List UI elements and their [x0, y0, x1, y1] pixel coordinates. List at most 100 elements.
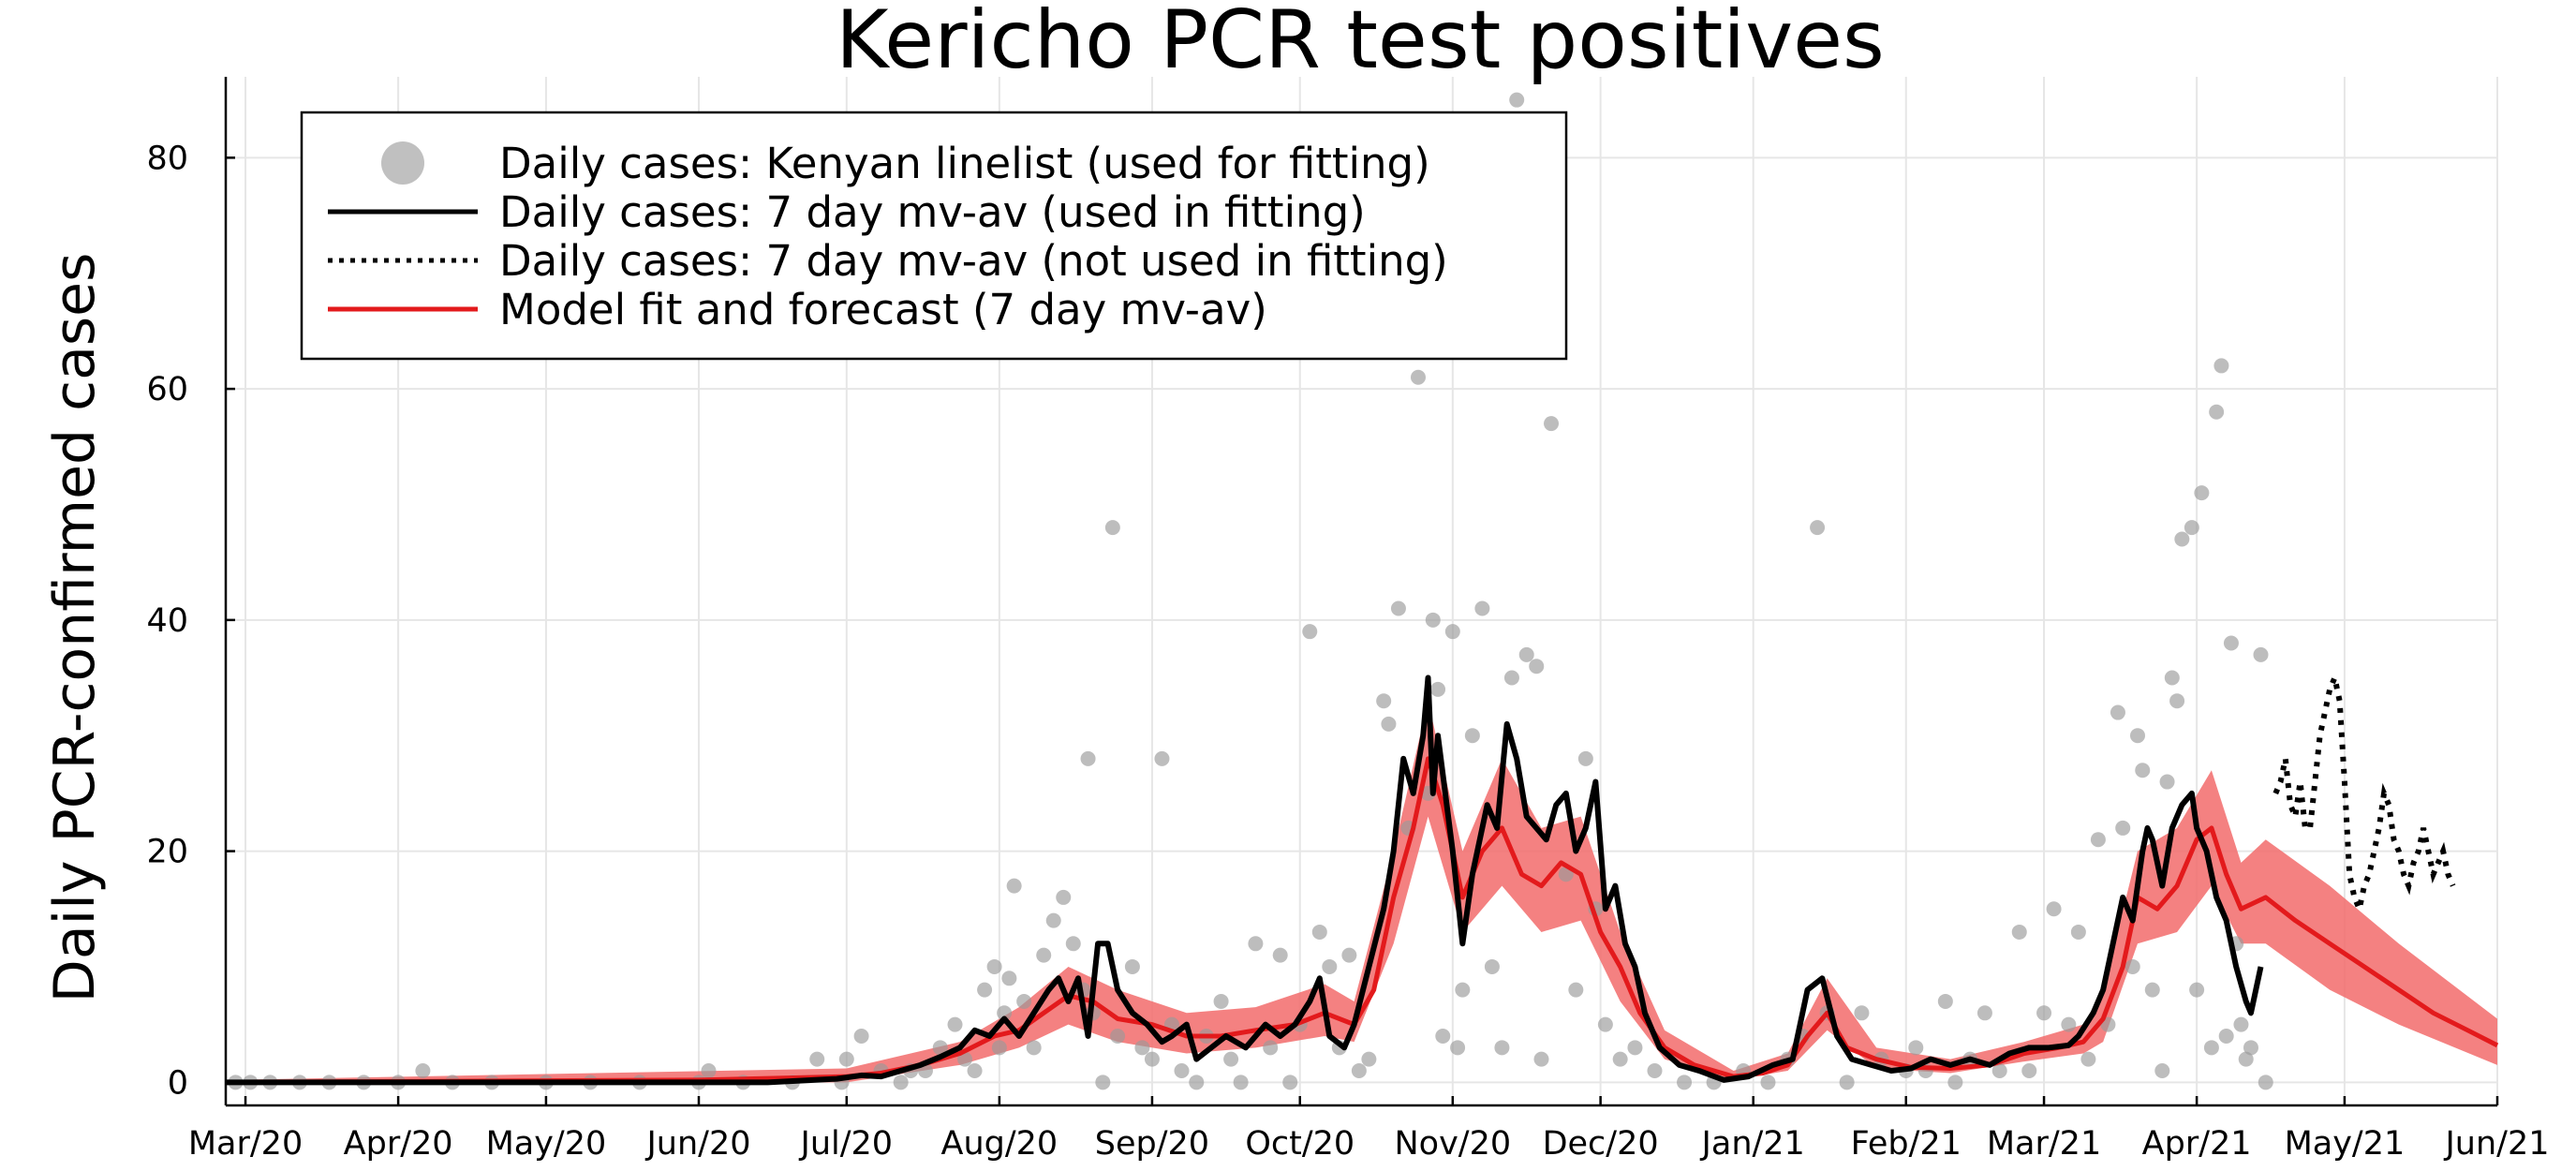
daily-case-point	[2243, 1040, 2258, 1056]
mvav-used-line	[226, 674, 2264, 1086]
daily-case-point	[1341, 947, 1357, 963]
daily-case-point	[1509, 92, 1525, 108]
daily-case-point	[1425, 612, 1441, 628]
daily-case-point	[2164, 670, 2180, 686]
daily-case-point	[977, 982, 993, 998]
daily-case-point	[947, 1016, 963, 1032]
daily-case-point	[2080, 1051, 2096, 1067]
daily-case-point	[1174, 1062, 1190, 1078]
daily-case-point	[2110, 704, 2125, 720]
daily-case-point	[1410, 369, 1426, 385]
daily-case-point	[2233, 1016, 2249, 1032]
x-tick-label: Aug/20	[941, 1125, 1059, 1163]
x-tick-label: Apr/21	[2142, 1125, 2252, 1163]
daily-case-point	[1677, 1075, 1693, 1090]
daily-case-point	[1223, 1051, 1239, 1067]
daily-case-point	[1839, 1075, 1855, 1090]
daily-case-point	[1577, 750, 1593, 766]
daily-case-point	[1213, 993, 1229, 1009]
daily-case-point	[1947, 1075, 1963, 1090]
daily-case-point	[1036, 947, 1052, 963]
x-tick-label: Jul/20	[799, 1125, 894, 1163]
daily-case-point	[986, 958, 1002, 974]
y-tick-label: 80	[146, 140, 188, 177]
axes	[224, 77, 2497, 1107]
daily-case-point	[2011, 924, 2027, 940]
daily-case-point	[2115, 820, 2131, 836]
daily-case-point	[1597, 1016, 1613, 1032]
series-lines	[225, 668, 2499, 1086]
daily-case-point	[957, 1051, 973, 1067]
daily-case-point	[932, 1040, 948, 1056]
daily-case-point	[1390, 600, 1406, 616]
daily-case-point	[1455, 982, 1471, 998]
daily-case-point	[1464, 728, 1480, 744]
daily-case-point	[1134, 1040, 1150, 1056]
daily-case-point	[1016, 993, 1032, 1009]
daily-case-point	[2159, 774, 2175, 790]
daily-case-point	[991, 1040, 1007, 1056]
daily-case-point	[2184, 520, 2199, 536]
x-tick-label: Mar/21	[1987, 1125, 2101, 1163]
daily-case-point	[1080, 750, 1096, 766]
daily-case-point	[2194, 485, 2210, 501]
daily-case-point	[1494, 1040, 1510, 1056]
daily-case-point	[2124, 958, 2140, 974]
daily-case-point	[2258, 1075, 2273, 1090]
model-band-area	[226, 701, 2497, 1085]
daily-case-point	[1302, 624, 1318, 640]
daily-case-point	[2021, 1062, 2037, 1078]
daily-case-point	[2213, 358, 2229, 374]
x-tick-label: Nov/20	[1394, 1125, 1511, 1163]
x-tick-label: May/21	[2285, 1125, 2406, 1163]
daily-case-point	[1361, 1051, 1377, 1067]
legend-label-mvav-used: Daily cases: 7 day mv-av (used in fittin…	[499, 187, 1366, 237]
model-uncertainty-band	[226, 701, 2497, 1085]
daily-case-point	[2090, 832, 2106, 848]
x-tick-label: Feb/21	[1851, 1125, 1962, 1163]
daily-case-point	[1612, 1051, 1628, 1067]
daily-case-point	[1376, 693, 1392, 709]
daily-case-point	[1233, 1075, 1249, 1090]
x-tick-label: Sep/20	[1095, 1125, 1209, 1163]
daily-case-point	[2154, 1062, 2170, 1078]
daily-case-point	[1311, 924, 1327, 940]
daily-case-point	[1006, 878, 1022, 894]
daily-case-point	[1518, 646, 1534, 662]
daily-case-point	[2203, 1040, 2219, 1056]
daily-case-point	[809, 1051, 825, 1067]
daily-case-point	[1435, 1028, 1451, 1044]
daily-case-point	[1529, 659, 1545, 674]
daily-case-point	[967, 1062, 983, 1078]
daily-case-point	[2144, 982, 2160, 998]
x-tick-label: Jun/20	[644, 1125, 750, 1163]
daily-case-point	[1474, 600, 1490, 616]
daily-case-point	[2223, 635, 2239, 651]
daily-case-point	[838, 1051, 854, 1067]
daily-case-point	[701, 1062, 717, 1078]
daily-case-point	[1189, 1075, 1205, 1090]
daily-case-point	[1124, 958, 1140, 974]
daily-case-point	[1001, 971, 1017, 986]
daily-case-point	[1282, 1075, 1298, 1090]
daily-case-point	[1991, 1062, 2007, 1078]
daily-case-point	[1544, 416, 1560, 432]
daily-case-point	[1026, 1040, 1042, 1056]
daily-case-point	[2061, 1016, 2077, 1032]
x-tick-label: Jan/21	[1700, 1125, 1805, 1163]
legend-box	[300, 111, 1568, 361]
daily-case-point	[1558, 867, 1574, 882]
daily-case-point	[1430, 681, 1446, 697]
daily-case-point	[1263, 1040, 1279, 1056]
y-tick-label: 0	[168, 1064, 188, 1102]
daily-case-point	[2218, 1028, 2234, 1044]
daily-case-point	[1450, 1040, 1466, 1056]
daily-case-point	[2238, 1051, 2254, 1067]
daily-case-point	[1381, 716, 1397, 732]
daily-case-point	[1104, 520, 1120, 536]
x-axis-ticks: Mar/20 Apr/20 May/20 Jun/20 Jul/20 Aug/20 Sep/…	[188, 1096, 2550, 1163]
legend-label-mvav-unused: Daily cases: 7 day mv-av (not used in fi…	[499, 236, 1448, 286]
daily-case-point	[1484, 958, 1500, 974]
daily-case-point	[1854, 1005, 1870, 1021]
